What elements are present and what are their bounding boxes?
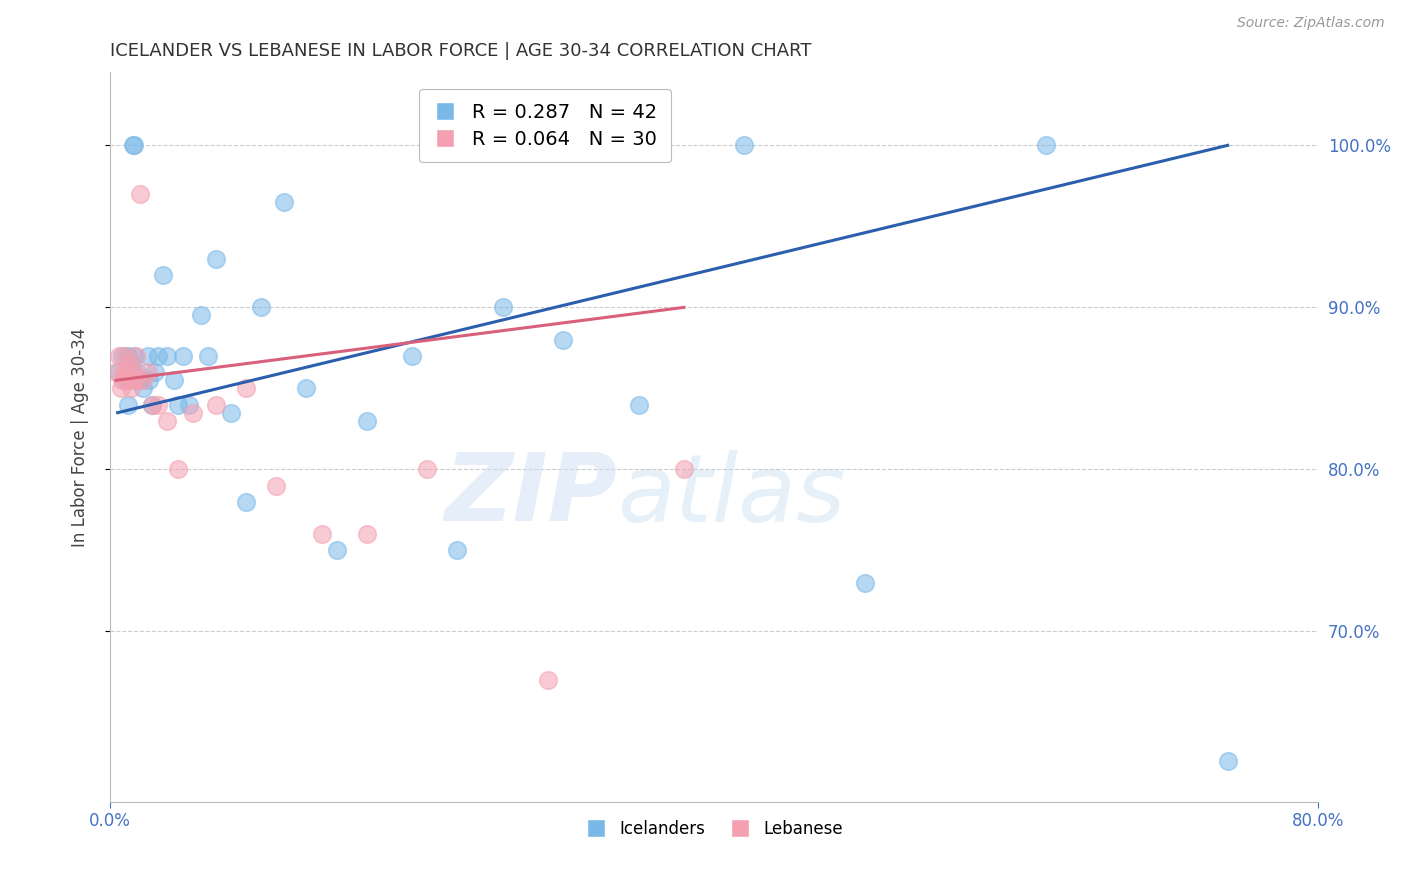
Text: ZIP: ZIP: [444, 450, 617, 541]
Point: [132, 373, 155, 387]
Point: [172, 349, 194, 363]
Legend: Icelanders, Lebanese: Icelanders, Lebanese: [579, 813, 849, 845]
Point: [117, 365, 139, 379]
Point: [107, 365, 129, 379]
Point: [356, 527, 378, 541]
Point: [1216, 754, 1239, 768]
Point: [250, 301, 273, 315]
Point: [110, 381, 132, 395]
Point: [416, 462, 439, 476]
Point: [219, 406, 242, 420]
Text: atlas: atlas: [617, 450, 846, 541]
Point: [853, 575, 876, 590]
Text: Source: ZipAtlas.com: Source: ZipAtlas.com: [1237, 16, 1385, 30]
Point: [125, 349, 148, 363]
Point: [181, 406, 204, 420]
Point: [114, 373, 136, 387]
Point: [121, 365, 143, 379]
Point: [136, 349, 159, 363]
Point: [264, 478, 287, 492]
Point: [162, 373, 184, 387]
Point: [118, 357, 141, 371]
Point: [167, 398, 190, 412]
Point: [733, 138, 755, 153]
Point: [273, 195, 295, 210]
Point: [129, 186, 152, 201]
Point: [122, 349, 145, 363]
Point: [492, 301, 515, 315]
Point: [446, 543, 468, 558]
Point: [115, 373, 138, 387]
Point: [141, 398, 163, 412]
Point: [111, 373, 134, 387]
Point: [108, 349, 131, 363]
Point: [117, 349, 139, 363]
Point: [114, 349, 136, 363]
Point: [177, 398, 200, 412]
Point: [401, 349, 423, 363]
Point: [120, 357, 142, 371]
Point: [152, 268, 174, 282]
Point: [148, 349, 170, 363]
Point: [167, 462, 190, 476]
Point: [627, 398, 650, 412]
Point: [537, 673, 560, 687]
Point: [553, 333, 575, 347]
Point: [1035, 138, 1057, 153]
Point: [356, 414, 378, 428]
Point: [117, 398, 139, 412]
Point: [105, 365, 128, 379]
Point: [136, 365, 159, 379]
Point: [127, 373, 149, 387]
Point: [156, 414, 179, 428]
Point: [156, 349, 179, 363]
Point: [138, 373, 160, 387]
Point: [132, 381, 155, 395]
Point: [295, 381, 318, 395]
Point: [145, 365, 167, 379]
Point: [111, 349, 134, 363]
Point: [112, 365, 135, 379]
Point: [122, 373, 145, 387]
Point: [122, 138, 145, 153]
Text: ICELANDER VS LEBANESE IN LABOR FORCE | AGE 30-34 CORRELATION CHART: ICELANDER VS LEBANESE IN LABOR FORCE | A…: [110, 42, 811, 60]
Point: [235, 495, 257, 509]
Point: [127, 365, 149, 379]
Point: [325, 543, 347, 558]
Point: [148, 398, 170, 412]
Point: [204, 398, 226, 412]
Point: [235, 381, 257, 395]
Point: [190, 309, 212, 323]
Point: [120, 381, 142, 395]
Point: [121, 138, 143, 153]
Point: [204, 252, 226, 266]
Point: [129, 373, 152, 387]
Point: [672, 462, 695, 476]
Y-axis label: In Labor Force | Age 30-34: In Labor Force | Age 30-34: [72, 327, 89, 547]
Point: [141, 398, 163, 412]
Point: [311, 527, 333, 541]
Point: [197, 349, 219, 363]
